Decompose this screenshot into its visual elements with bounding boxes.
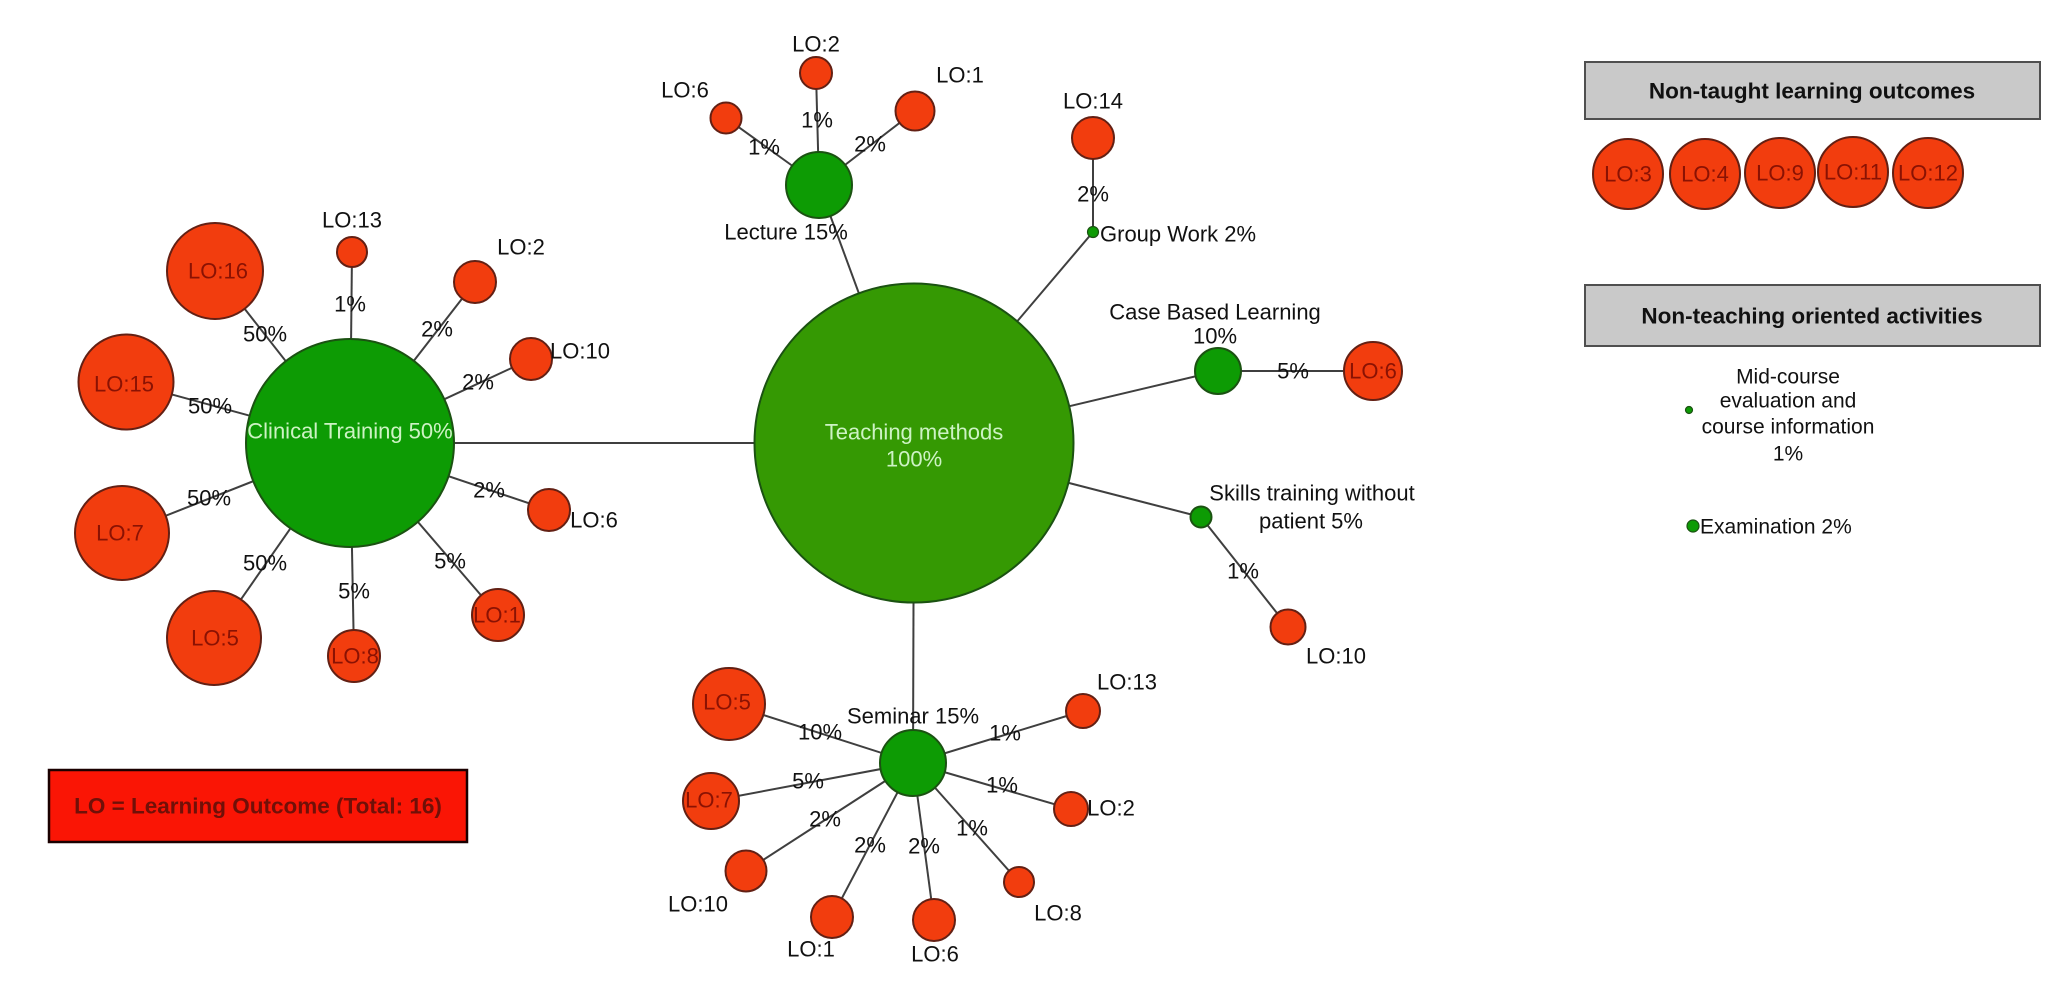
svg-text:Mid-course: Mid-course bbox=[1736, 366, 1840, 389]
svg-text:LO:6: LO:6 bbox=[911, 942, 959, 967]
svg-text:10%: 10% bbox=[1193, 324, 1237, 349]
svg-text:LO:10: LO:10 bbox=[550, 339, 610, 364]
svg-text:2%: 2% bbox=[854, 833, 886, 858]
svg-text:2%: 2% bbox=[908, 834, 940, 859]
svg-text:LO:9: LO:9 bbox=[1756, 161, 1804, 186]
svg-text:Lecture 15%: Lecture 15% bbox=[724, 220, 848, 245]
svg-text:50%: 50% bbox=[243, 551, 287, 576]
svg-text:2%: 2% bbox=[854, 132, 886, 157]
svg-text:LO:1: LO:1 bbox=[473, 603, 521, 628]
svg-text:Non-teaching oriented activiti: Non-teaching oriented activities bbox=[1641, 304, 1982, 329]
svg-text:LO = Learning Outcome (Total:: LO = Learning Outcome (Total: 16) bbox=[74, 794, 442, 819]
svg-text:50%: 50% bbox=[187, 486, 231, 511]
svg-text:Case Based Learning: Case Based Learning bbox=[1109, 300, 1321, 325]
svg-text:LO:7: LO:7 bbox=[96, 521, 144, 546]
svg-text:Clinical Training 50%: Clinical Training 50% bbox=[247, 419, 452, 444]
svg-text:LO:2: LO:2 bbox=[1087, 796, 1135, 821]
svg-text:1%: 1% bbox=[1227, 559, 1259, 584]
svg-text:Teaching methods: Teaching methods bbox=[825, 420, 1004, 445]
svg-text:50%: 50% bbox=[188, 394, 232, 419]
svg-text:Skills training without: Skills training without bbox=[1209, 481, 1414, 506]
svg-text:1%: 1% bbox=[986, 773, 1018, 798]
svg-text:100%: 100% bbox=[886, 447, 942, 472]
svg-text:LO:5: LO:5 bbox=[191, 626, 239, 651]
svg-text:LO:2: LO:2 bbox=[497, 235, 545, 260]
svg-text:LO:5: LO:5 bbox=[703, 690, 751, 715]
svg-text:50%: 50% bbox=[243, 322, 287, 347]
svg-text:2%: 2% bbox=[1077, 182, 1109, 207]
svg-text:1%: 1% bbox=[989, 721, 1021, 746]
svg-text:5%: 5% bbox=[1277, 359, 1309, 384]
svg-text:1%: 1% bbox=[1773, 443, 1803, 466]
svg-text:LO:4: LO:4 bbox=[1681, 162, 1729, 187]
svg-text:LO:7: LO:7 bbox=[685, 788, 733, 813]
svg-text:LO:13: LO:13 bbox=[322, 208, 382, 233]
svg-text:LO:1: LO:1 bbox=[787, 937, 835, 962]
svg-text:LO:13: LO:13 bbox=[1097, 670, 1157, 695]
svg-text:LO:6: LO:6 bbox=[661, 78, 709, 103]
svg-text:LO:15: LO:15 bbox=[94, 372, 154, 397]
svg-text:1%: 1% bbox=[334, 292, 366, 317]
svg-text:LO:11: LO:11 bbox=[1824, 160, 1882, 185]
svg-text:LO:3: LO:3 bbox=[1604, 162, 1652, 187]
svg-text:2%: 2% bbox=[462, 370, 494, 395]
svg-text:2%: 2% bbox=[809, 807, 841, 832]
svg-text:evaluation and: evaluation and bbox=[1720, 390, 1857, 413]
svg-text:Non-taught learning outcomes: Non-taught learning outcomes bbox=[1649, 79, 1975, 104]
svg-text:Seminar 15%: Seminar 15% bbox=[847, 704, 979, 729]
svg-text:course information: course information bbox=[1702, 416, 1875, 439]
svg-text:LO:6: LO:6 bbox=[570, 508, 618, 533]
svg-text:5%: 5% bbox=[792, 769, 824, 794]
svg-text:2%: 2% bbox=[473, 478, 505, 503]
svg-text:LO:2: LO:2 bbox=[792, 32, 840, 57]
svg-text:Examination 2%: Examination 2% bbox=[1700, 516, 1852, 539]
svg-text:LO:1: LO:1 bbox=[936, 63, 984, 88]
svg-text:10%: 10% bbox=[798, 720, 842, 745]
svg-text:2%: 2% bbox=[421, 317, 453, 342]
svg-text:1%: 1% bbox=[801, 108, 833, 133]
svg-text:patient 5%: patient 5% bbox=[1259, 509, 1363, 534]
svg-text:LO:8: LO:8 bbox=[331, 644, 379, 669]
svg-text:LO:16: LO:16 bbox=[188, 259, 248, 284]
svg-text:LO:8: LO:8 bbox=[1034, 901, 1082, 926]
svg-text:Group Work 2%: Group Work 2% bbox=[1100, 222, 1256, 247]
svg-text:5%: 5% bbox=[338, 579, 370, 604]
svg-text:1%: 1% bbox=[956, 816, 988, 841]
svg-text:LO:10: LO:10 bbox=[1306, 644, 1366, 669]
svg-text:LO:10: LO:10 bbox=[668, 892, 728, 917]
svg-text:LO:6: LO:6 bbox=[1349, 359, 1397, 384]
svg-text:LO:12: LO:12 bbox=[1898, 161, 1958, 186]
svg-text:LO:14: LO:14 bbox=[1063, 89, 1123, 114]
svg-text:5%: 5% bbox=[434, 549, 466, 574]
svg-text:1%: 1% bbox=[748, 135, 780, 160]
